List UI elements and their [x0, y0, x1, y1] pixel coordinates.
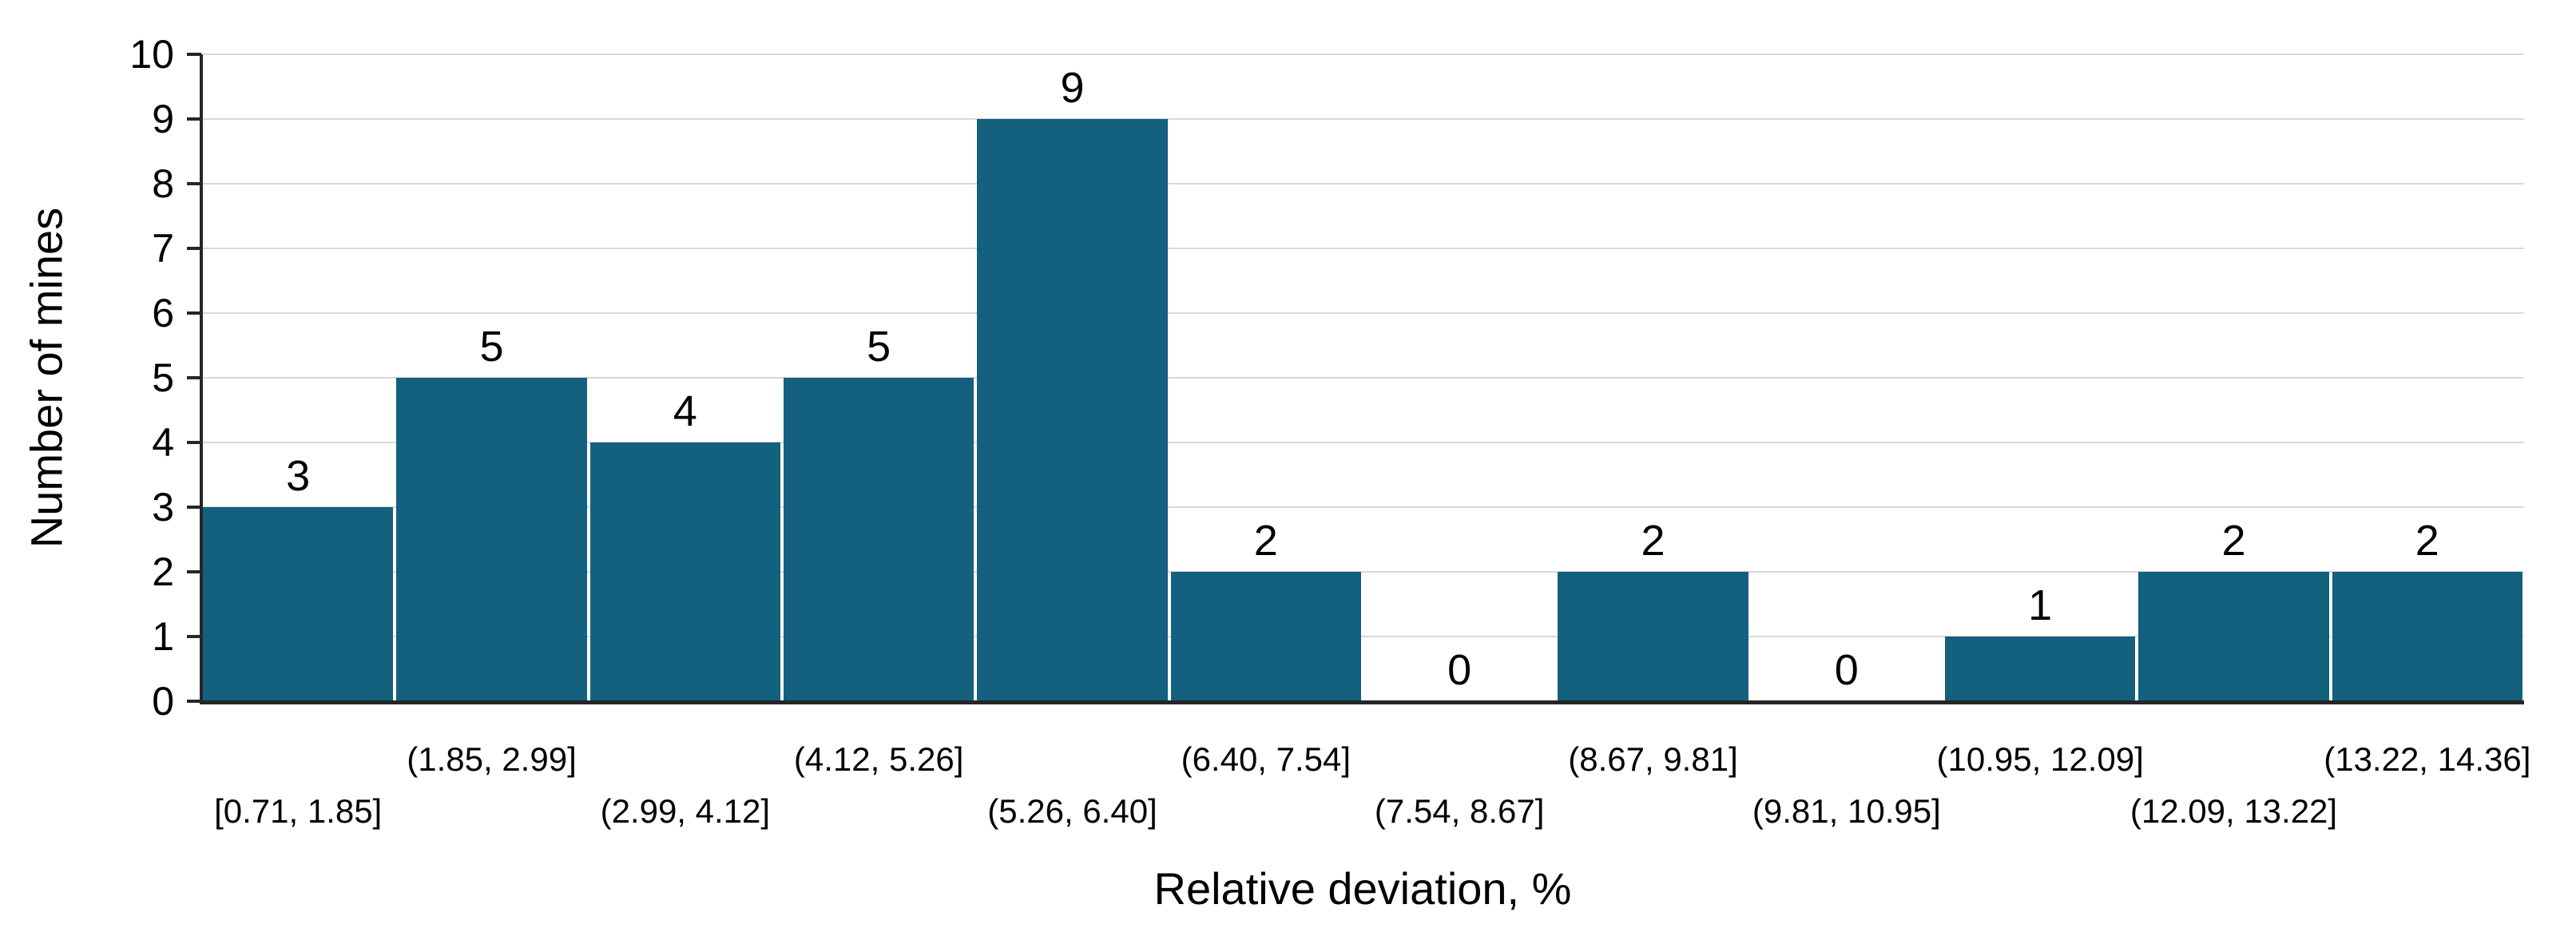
histogram-bar	[2138, 572, 2329, 701]
gridline	[201, 636, 2524, 637]
bar-value-label: 5	[479, 323, 504, 371]
x-bin-label: (13.22, 14.36]	[2324, 740, 2531, 778]
bar-value-label: 2	[2221, 517, 2246, 565]
x-bin-label: [0.71, 1.85]	[214, 792, 383, 830]
x-bin-label: (5.26, 6.40]	[987, 792, 1157, 830]
y-tick-label: 2	[152, 549, 174, 594]
y-axis-tick	[187, 117, 201, 121]
gridline	[201, 54, 2524, 55]
histogram-bar	[396, 378, 587, 701]
gridline	[201, 571, 2524, 573]
gridline	[201, 248, 2524, 249]
histogram-bar	[1170, 572, 1361, 701]
bar-value-label: 3	[286, 452, 311, 500]
bar-value-label: 5	[867, 323, 891, 371]
y-tick-label: 10	[129, 32, 174, 77]
y-axis-tick	[187, 441, 201, 444]
bar-value-label: 2	[1641, 517, 1665, 565]
y-tick-label: 3	[152, 485, 174, 530]
x-axis-title: Relative deviation, %	[1153, 863, 1572, 914]
y-tick-label: 9	[152, 97, 174, 141]
y-tick-label: 8	[152, 161, 174, 206]
gridline	[201, 312, 2524, 314]
y-axis-tick	[187, 700, 201, 703]
gridline	[201, 377, 2524, 379]
x-bin-label: (12.09, 13.22]	[2129, 792, 2338, 830]
bar-value-label: 0	[1834, 646, 1859, 694]
histogram-bar	[1558, 572, 1748, 701]
x-bin-label: (6.40, 7.54]	[1181, 740, 1352, 778]
y-axis-tick	[187, 506, 201, 509]
x-axis-line	[200, 700, 2524, 704]
y-tick-label: 6	[152, 291, 174, 335]
bar-value-label: 4	[673, 387, 697, 435]
histogram-bar	[589, 442, 780, 701]
histogram-bar	[2332, 572, 2522, 701]
histogram-bar	[977, 119, 1168, 701]
y-axis-tick	[187, 182, 201, 185]
y-axis-tick	[187, 570, 201, 573]
gridline	[201, 183, 2524, 184]
x-bin-label: (1.85, 2.99]	[407, 740, 577, 778]
y-axis-tick	[187, 53, 201, 56]
y-axis-tick	[187, 311, 201, 315]
gridline	[201, 506, 2524, 508]
y-axis-tick	[187, 247, 201, 250]
y-tick-label: 1	[152, 614, 174, 659]
bar-value-label: 9	[1060, 64, 1085, 112]
histogram-bar	[784, 378, 974, 701]
y-tick-label: 7	[152, 226, 174, 271]
x-bin-label: (4.12, 5.26]	[793, 740, 964, 778]
x-bin-label: (10.95, 12.09]	[1936, 740, 2144, 778]
x-bin-label: (2.99, 4.12]	[600, 792, 771, 830]
x-bin-label: (8.67, 9.81]	[1568, 740, 1738, 778]
bar-value-label: 2	[2415, 517, 2439, 565]
y-axis-line	[200, 54, 203, 703]
y-tick-label: 4	[152, 420, 174, 465]
bar-value-label: 2	[1253, 517, 1278, 565]
histogram-bar	[203, 507, 394, 701]
y-tick-label: 5	[152, 355, 174, 400]
bar-value-label: 0	[1447, 646, 1472, 694]
y-axis-tick	[187, 635, 201, 638]
x-bin-label: (9.81, 10.95]	[1752, 792, 1941, 830]
y-tick-label: 0	[152, 679, 174, 724]
gridline	[201, 442, 2524, 443]
y-axis-tick	[187, 376, 201, 379]
gridline	[201, 118, 2524, 120]
x-bin-label: (7.54, 8.67]	[1374, 792, 1545, 830]
histogram-bar	[1945, 637, 2136, 701]
bar-value-label: 1	[2028, 581, 2053, 629]
